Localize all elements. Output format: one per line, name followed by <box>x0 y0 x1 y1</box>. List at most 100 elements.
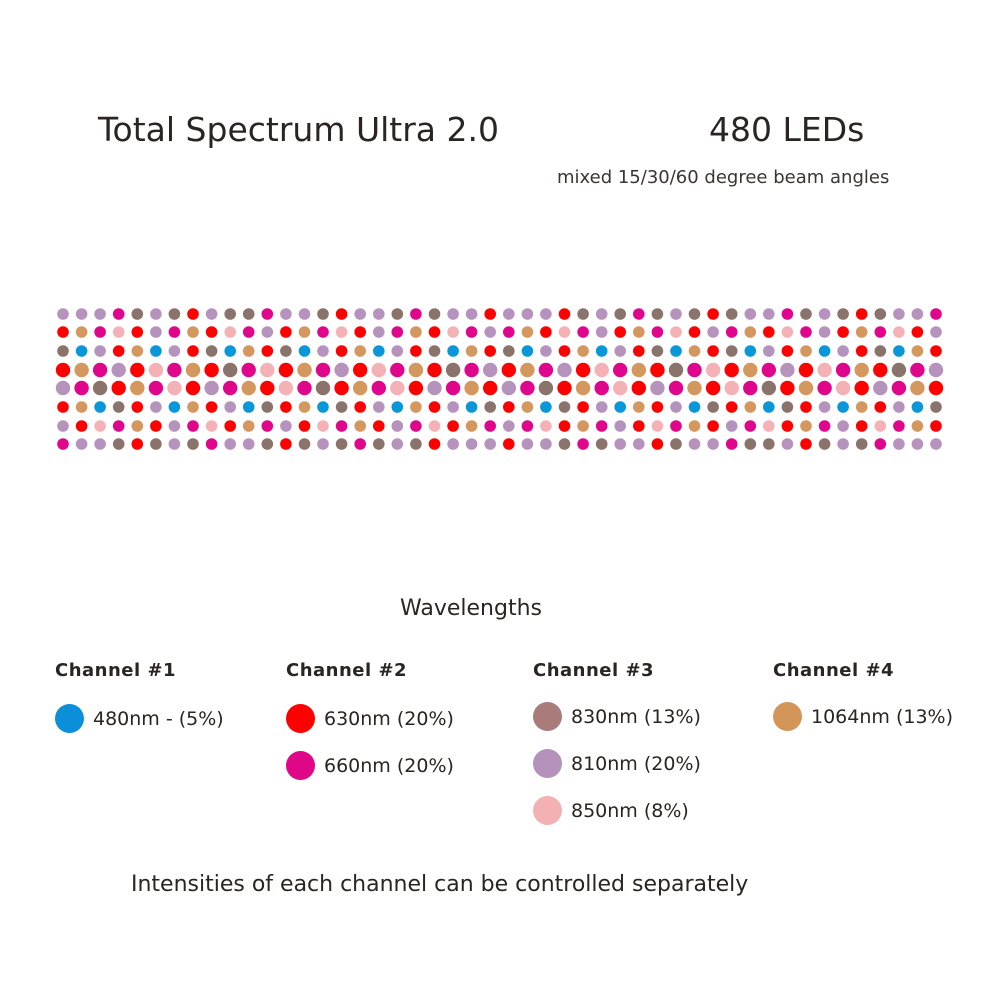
led-810nm <box>688 438 701 450</box>
led-830nm <box>800 308 812 320</box>
led-830nm <box>428 345 441 357</box>
led-810nm <box>317 345 329 357</box>
led-810nm <box>614 438 626 450</box>
led-630nm <box>354 326 367 338</box>
led-630nm <box>373 420 385 432</box>
led-630nm <box>335 345 348 357</box>
led-810nm <box>595 308 608 320</box>
led-810nm <box>447 308 459 320</box>
led-830nm <box>668 362 684 378</box>
led-660nm <box>521 420 534 432</box>
led-480nm <box>298 345 311 357</box>
led-810nm <box>373 401 385 413</box>
led-630nm <box>484 345 497 357</box>
led-1064nm <box>298 401 311 413</box>
led-660nm <box>465 326 478 338</box>
led-810nm <box>168 420 181 432</box>
color-swatch-810nm <box>533 749 562 778</box>
led-1064nm <box>521 401 534 413</box>
led-630nm <box>911 326 924 338</box>
beam-angle-subtitle: mixed 15/30/60 degree beam angles <box>557 167 890 188</box>
led-630nm <box>298 420 311 432</box>
led-480nm <box>837 401 849 413</box>
led-660nm <box>315 362 331 378</box>
led-850nm <box>167 380 182 396</box>
led-830nm <box>112 401 125 413</box>
led-660nm <box>261 420 274 432</box>
led-660nm <box>595 420 608 432</box>
led-630nm <box>503 438 515 450</box>
led-810nm <box>484 326 497 338</box>
led-810nm <box>725 420 738 432</box>
led-630nm <box>354 401 367 413</box>
led-830nm <box>595 438 608 450</box>
led-830nm <box>558 401 571 413</box>
led-660nm <box>503 326 515 338</box>
led-630nm <box>800 401 812 413</box>
led-810nm <box>650 380 665 396</box>
led-850nm <box>94 420 106 432</box>
led-480nm <box>595 345 608 357</box>
led-630nm <box>75 420 88 432</box>
led-630nm <box>873 362 888 378</box>
led-810nm <box>670 308 682 320</box>
led-830nm <box>577 308 589 320</box>
led-1064nm <box>465 420 478 432</box>
led-810nm <box>94 308 106 320</box>
led-array-diagram <box>55 308 944 450</box>
led-630nm <box>724 362 739 378</box>
led-810nm <box>501 380 516 396</box>
led-630nm <box>707 420 719 432</box>
led-830nm <box>874 345 887 357</box>
led-480nm <box>763 401 775 413</box>
channel-1: Channel #1 480nm - (5%) <box>55 660 224 742</box>
led-830nm <box>503 345 515 357</box>
led-830nm <box>855 438 868 450</box>
led-630nm <box>631 380 646 396</box>
led-810nm <box>354 308 367 320</box>
led-810nm <box>205 308 218 320</box>
product-title: Total Spectrum Ultra 2.0 <box>98 110 499 149</box>
color-swatch-660nm <box>286 751 315 780</box>
led-830nm <box>725 308 738 320</box>
led-630nm <box>725 401 738 413</box>
legend-title: Wavelengths <box>400 596 542 621</box>
led-count: 480 LEDs <box>709 110 865 149</box>
led-830nm <box>373 438 385 450</box>
led-630nm <box>781 345 794 357</box>
led-630nm <box>651 401 664 413</box>
led-660nm <box>112 308 125 320</box>
led-810nm <box>334 362 349 378</box>
led-480nm <box>670 345 682 357</box>
led-630nm <box>930 420 942 432</box>
led-660nm <box>874 326 887 338</box>
led-810nm <box>150 326 162 338</box>
led-1064nm <box>575 380 591 396</box>
led-1064nm <box>688 420 701 432</box>
led-660nm <box>817 380 832 396</box>
led-810nm <box>373 326 385 338</box>
led-630nm <box>614 326 626 338</box>
led-810nm <box>261 326 274 338</box>
led-480nm <box>465 401 478 413</box>
led-630nm <box>633 345 645 357</box>
led-810nm <box>168 438 181 450</box>
led-630nm <box>930 345 942 357</box>
led-480nm <box>168 401 181 413</box>
led-830nm <box>538 380 554 396</box>
led-480nm <box>447 345 459 357</box>
led-830nm <box>781 401 794 413</box>
led-660nm <box>148 380 164 396</box>
led-810nm <box>484 438 497 450</box>
channel-label: Channel #3 <box>533 660 655 681</box>
led-830nm <box>891 362 907 378</box>
led-480nm <box>688 401 701 413</box>
led-660nm <box>57 438 69 450</box>
led-630nm <box>280 326 292 338</box>
led-630nm <box>651 438 664 450</box>
led-630nm <box>575 362 591 378</box>
led-660nm <box>317 326 329 338</box>
led-660nm <box>261 308 274 320</box>
led-810nm <box>780 362 795 378</box>
led-1064nm <box>800 420 812 432</box>
